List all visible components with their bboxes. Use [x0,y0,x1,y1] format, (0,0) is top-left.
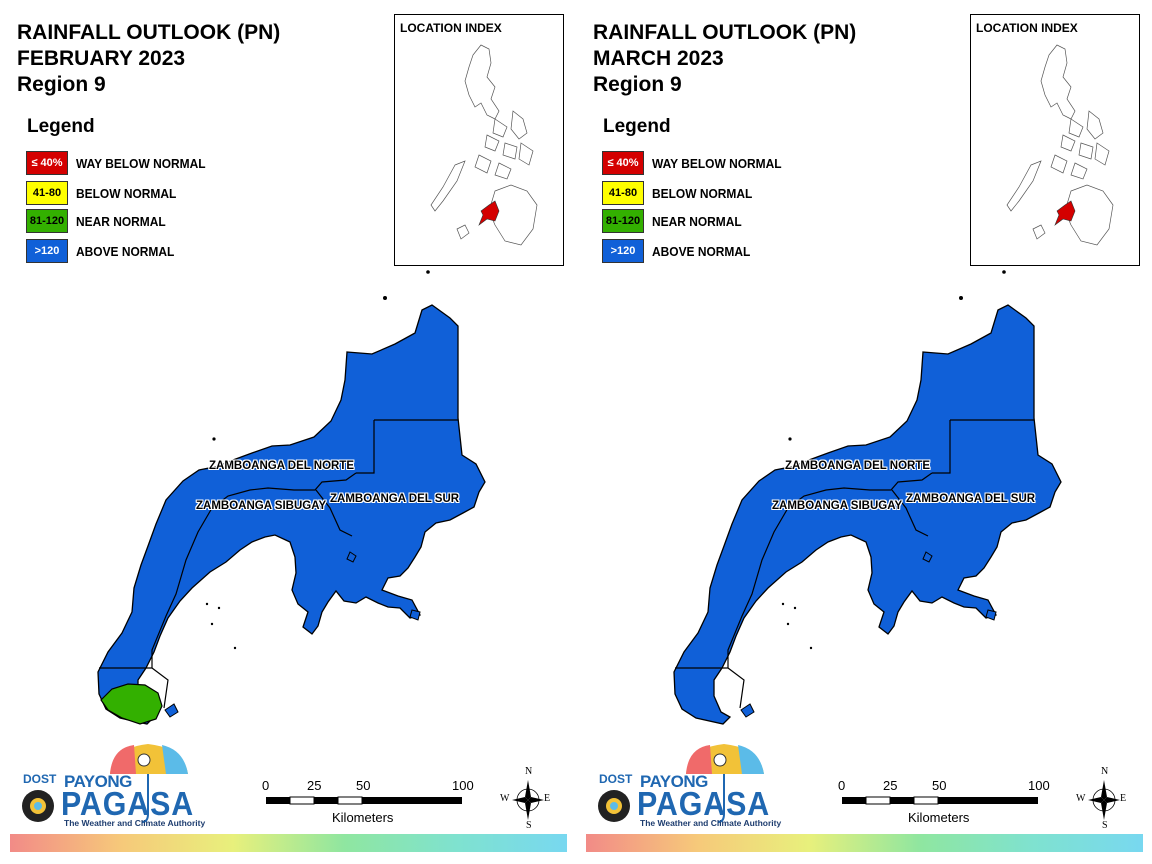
logo-payong: PAYONG [64,772,132,791]
compass-s: S [526,820,532,831]
scale-bar-graphic [266,796,462,805]
location-index: LOCATION INDEX [394,14,564,266]
title-line-3: Region 9 [17,73,106,96]
color-strip [10,834,567,852]
color-strip [586,834,1143,852]
logo-tagline: The Weather and Climate Authority [64,818,206,828]
map-title: RAINFALL OUTLOOK (PN) MARCH 2023 Region … [593,20,856,98]
scale-units: Kilometers [332,810,394,825]
legend-label: NEAR NORMAL [652,214,742,229]
legend-title: Legend [603,116,671,137]
label-zamboanga-sibugay: ZAMBOANGA SIBUGAY [196,500,327,512]
scale-tick-25: 25 [883,778,898,793]
logo-pagasa: PAGASA [61,785,195,822]
compass-w: W [500,793,510,804]
logo-tagline: The Weather and Climate Authority [640,818,782,828]
title-line-2: MARCH 2023 [593,47,724,70]
title-line-1: RAINFALL OUTLOOK (PN) [17,21,281,44]
logo-payong: PAYONG [640,772,708,791]
north-arrow: N S W E [1076,766,1127,831]
scale-bar: 0 25 50 100 Kilometers [838,778,1053,828]
label-zamboanga-del-sur: ZAMBOANGA DEL SUR [330,493,460,505]
scale-bar: 0 25 50 100 Kilometers [262,778,477,828]
legend-swatch: 81-120 [26,209,68,233]
label-zamboanga-del-norte: ZAMBOANGA DEL NORTE [785,460,931,472]
map-title: RAINFALL OUTLOOK (PN) FEBRUARY 2023 Regi… [17,20,280,98]
legend-label: WAY BELOW NORMAL [652,156,782,171]
legend-label: WAY BELOW NORMAL [76,156,206,171]
region-9-highlight [1054,200,1076,226]
scale-tick-25: 25 [307,778,322,793]
compass-s: S [1102,820,1108,831]
compass-e: E [1120,793,1127,804]
philippines-index-map [1006,44,1114,246]
legend-label: BELOW NORMAL [76,186,177,201]
scale-tick-50: 50 [932,778,947,793]
legend-title: Legend [27,116,95,137]
legend-label: NEAR NORMAL [76,214,166,229]
legend-swatch: 41-80 [26,181,68,205]
scale-tick-100: 100 [452,778,474,793]
payong-pagasa-logo: DOST PAYONG PAGASA The Weather and Clima… [592,742,781,834]
label-zamboanga-sibugay: ZAMBOANGA SIBUGAY [772,500,903,512]
legend-swatch: ≤ 40% [602,151,644,175]
scale-tick-0: 0 [262,778,270,793]
region-9-highlight [478,200,500,226]
title-line-1: RAINFALL OUTLOOK (PN) [593,21,857,44]
outlook-panel-march: RAINFALL OUTLOOK (PN) MARCH 2023 Region … [576,0,1152,864]
compass-rose-icon [512,780,544,820]
title-line-2: FEBRUARY 2023 [17,47,186,70]
legend-swatch: ≤ 40% [26,151,68,175]
legend-label: ABOVE NORMAL [76,244,175,259]
label-zamboanga-del-norte: ZAMBOANGA DEL NORTE [209,460,355,472]
outlook-panel-february: RAINFALL OUTLOOK (PN) FEBRUARY 2023 Regi… [16,14,564,834]
logo-dost: DOST [599,772,633,786]
region-9-map [673,270,1062,725]
compass-w: W [1076,793,1086,804]
legend-label: ABOVE NORMAL [652,244,751,259]
umbrella-icon [598,744,764,823]
scale-tick-50: 50 [356,778,371,793]
location-index-title: LOCATION INDEX [976,21,1078,35]
legend-label: BELOW NORMAL [652,186,753,201]
north-arrow: N S W E [500,766,551,831]
region-9-map [97,270,486,725]
title-line-3: Region 9 [593,73,682,96]
province-boundaries [675,419,1034,709]
scale-units: Kilometers [908,810,970,825]
label-zamboanga-del-sur: ZAMBOANGA DEL SUR [906,493,1036,505]
legend-swatch: >120 [602,239,644,263]
compass-e: E [544,793,551,804]
payong-pagasa-logo: DOST PAYONG PAGASA The Weather and Clima… [16,742,205,834]
legend-swatch: >120 [26,239,68,263]
logo-dost: DOST [23,772,57,786]
province-boundaries [99,419,458,709]
location-index-title: LOCATION INDEX [400,21,502,35]
legend-swatch: 81-120 [602,209,644,233]
compass-n: N [525,766,533,777]
location-index: LOCATION INDEX [970,14,1140,266]
philippines-index-map [430,44,538,246]
logo-pagasa: PAGASA [637,785,771,822]
scale-tick-100: 100 [1028,778,1050,793]
compass-n: N [1101,766,1109,777]
legend-swatch: 41-80 [602,181,644,205]
umbrella-icon [22,744,188,823]
scale-tick-0: 0 [838,778,846,793]
scale-bar-graphic [842,796,1038,805]
compass-rose-icon [1088,780,1120,820]
